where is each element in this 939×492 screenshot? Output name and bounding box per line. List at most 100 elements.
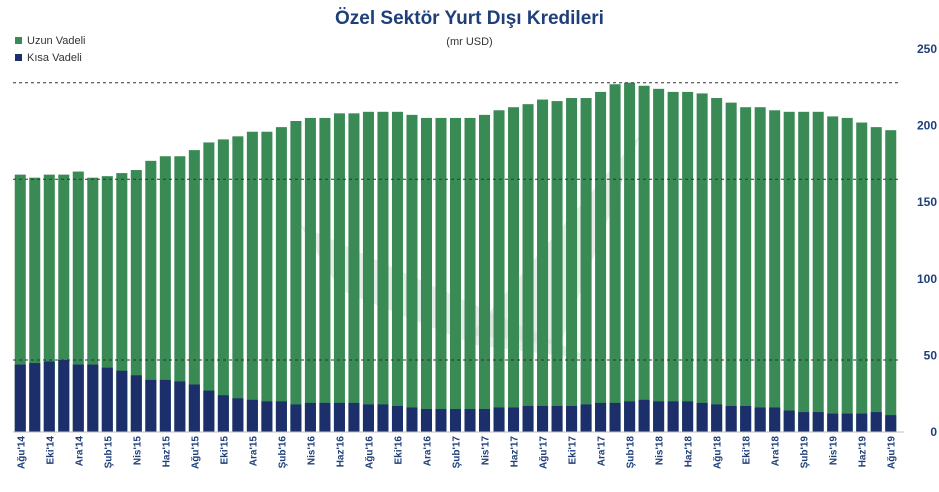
bar-kisa-vadeli — [130, 375, 142, 432]
bar-uzun-vadeli — [87, 177, 99, 432]
bar-uzun-vadeli — [856, 122, 868, 432]
bar-uzun-vadeli — [188, 150, 200, 432]
bar-uzun-vadeli — [595, 91, 607, 433]
bar-uzun-vadeli — [261, 131, 273, 432]
bar-kisa-vadeli — [391, 405, 403, 432]
bar-uzun-vadeli — [116, 173, 128, 433]
bar-uzun-vadeli — [725, 102, 737, 433]
bar-uzun-vadeli — [319, 117, 331, 432]
y-tick-label: 150 — [917, 195, 937, 209]
bar-kisa-vadeli — [435, 409, 447, 432]
bar-uzun-vadeli — [72, 171, 84, 432]
bar-kisa-vadeli — [362, 404, 374, 432]
bar-uzun-vadeli — [101, 176, 113, 432]
x-tick-label: Haz'19 — [858, 436, 869, 468]
bar-uzun-vadeli — [798, 111, 810, 432]
bar-uzun-vadeli — [870, 127, 882, 432]
bar-uzun-vadeli — [769, 110, 781, 432]
bar-uzun-vadeli — [885, 130, 897, 433]
bar-kisa-vadeli — [174, 381, 186, 432]
bar-uzun-vadeli — [827, 116, 839, 433]
bar-uzun-vadeli — [508, 107, 520, 432]
bar-kisa-vadeli — [203, 390, 215, 432]
bar-kisa-vadeli — [595, 402, 607, 432]
bar-kisa-vadeli — [159, 379, 171, 432]
x-tick-label: Şub'19 — [800, 436, 811, 469]
bar-uzun-vadeli — [246, 131, 258, 432]
bar-kisa-vadeli — [188, 384, 200, 432]
bar-uzun-vadeli — [362, 111, 374, 432]
x-tick-label: Ağu'17 — [539, 436, 550, 469]
bar-uzun-vadeli — [754, 107, 766, 432]
bar-kisa-vadeli — [798, 412, 810, 432]
bar-kisa-vadeli — [566, 405, 578, 432]
x-tick-label: Ağu'19 — [887, 436, 898, 469]
y-tick-label: 100 — [917, 272, 937, 286]
bar-uzun-vadeli — [333, 113, 345, 433]
bar-kisa-vadeli — [29, 363, 41, 432]
bar-uzun-vadeli — [740, 107, 752, 432]
x-tick-label: Nis'16 — [306, 436, 317, 466]
x-tick-label: Eki'14 — [45, 436, 56, 465]
bar-uzun-vadeli — [435, 117, 447, 432]
bar-uzun-vadeli — [14, 174, 26, 432]
bar-uzun-vadeli — [391, 111, 403, 432]
bar-kisa-vadeli — [275, 401, 287, 432]
bar-uzun-vadeli — [174, 156, 186, 433]
bar-kisa-vadeli — [696, 402, 708, 432]
bar-kisa-vadeli — [856, 413, 868, 432]
legend-item-uzun: Uzun Vadeli — [15, 32, 86, 49]
bar-uzun-vadeli — [159, 156, 171, 433]
bar-uzun-vadeli — [58, 174, 70, 432]
chart-title: Özel Sektör Yurt Dışı Kredileri — [335, 8, 604, 29]
bar-kisa-vadeli — [827, 413, 839, 432]
bar-kisa-vadeli — [464, 409, 476, 432]
x-tick-label: Haz'17 — [510, 436, 521, 468]
bar-uzun-vadeli — [696, 93, 708, 432]
bar-kisa-vadeli — [841, 413, 853, 432]
x-tick-label: Eki'17 — [568, 436, 579, 465]
bar-uzun-vadeli — [580, 98, 592, 433]
x-tick-label: Haz'18 — [684, 436, 695, 468]
bar-uzun-vadeli — [449, 117, 462, 432]
bar-kisa-vadeli — [725, 405, 737, 432]
x-tick-label: Ara'14 — [74, 436, 85, 467]
bar-uzun-vadeli — [812, 111, 824, 432]
bar-uzun-vadeli — [522, 104, 534, 432]
bar-kisa-vadeli — [87, 364, 99, 432]
bar-uzun-vadeli — [217, 139, 229, 432]
x-tick-label: Şub'17 — [452, 436, 463, 469]
bar-kisa-vadeli — [479, 409, 491, 432]
bar-kisa-vadeli — [740, 405, 752, 432]
x-tick-label: Ağu'14 — [16, 436, 27, 469]
bar-uzun-vadeli — [783, 111, 795, 432]
bar-uzun-vadeli — [653, 88, 665, 432]
x-tick-label: Şub'18 — [626, 436, 637, 469]
legend-item-kisa: Kısa Vadeli — [15, 49, 86, 66]
x-tick-label: Nis'18 — [655, 436, 666, 466]
bar-kisa-vadeli — [261, 401, 273, 432]
bar-uzun-vadeli — [609, 84, 621, 433]
bar-uzun-vadeli — [130, 170, 142, 432]
bar-kisa-vadeli — [420, 409, 432, 432]
bar-kisa-vadeli — [43, 361, 55, 432]
x-tick-label: Eki'18 — [742, 436, 753, 465]
bar-kisa-vadeli — [406, 407, 418, 432]
legend: Uzun Vadeli Kısa Vadeli — [15, 32, 86, 66]
bar-uzun-vadeli — [711, 98, 723, 433]
bar-kisa-vadeli — [508, 407, 520, 432]
bar-uzun-vadeli — [232, 136, 244, 432]
x-tick-label: Ağu'18 — [713, 436, 724, 469]
bar-kisa-vadeli — [711, 404, 723, 432]
bar-uzun-vadeli — [667, 91, 679, 433]
bar-uzun-vadeli — [203, 142, 215, 432]
bar-kisa-vadeli — [217, 395, 229, 432]
legend-swatch-uzun — [15, 37, 22, 44]
legend-swatch-kisa — [15, 54, 22, 61]
bar-kisa-vadeli — [493, 407, 505, 432]
bar-uzun-vadeli — [624, 82, 636, 432]
bar-kisa-vadeli — [101, 367, 113, 432]
x-tick-label: Ara'15 — [248, 436, 259, 467]
